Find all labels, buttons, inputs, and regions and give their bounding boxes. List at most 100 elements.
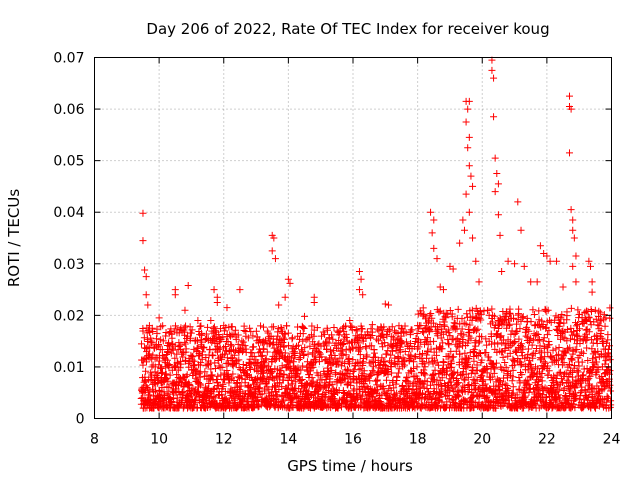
roti-point xyxy=(391,354,399,362)
roti-point xyxy=(454,391,462,399)
roti-point xyxy=(155,357,163,365)
roti-point xyxy=(560,359,568,367)
roti-point xyxy=(477,310,485,318)
roti-point xyxy=(144,343,152,351)
roti-point xyxy=(349,356,357,364)
roti-point xyxy=(200,343,208,351)
roti-point xyxy=(428,314,436,322)
roti-point xyxy=(378,383,386,391)
roti-point xyxy=(578,314,586,322)
roti-point xyxy=(456,320,464,328)
roti-point xyxy=(246,324,254,332)
roti-point xyxy=(359,291,367,299)
roti-point xyxy=(390,359,398,367)
roti-point xyxy=(474,325,482,333)
roti-point xyxy=(402,338,410,346)
roti-point xyxy=(433,255,441,263)
roti-point xyxy=(380,323,388,331)
roti-point xyxy=(593,358,601,366)
roti-point xyxy=(551,316,559,324)
roti-point xyxy=(529,306,537,314)
roti-point xyxy=(213,298,221,306)
roti-point xyxy=(487,333,495,341)
roti-point xyxy=(303,358,311,366)
roti-point xyxy=(555,385,563,393)
roti-point xyxy=(421,371,429,379)
roti-point xyxy=(549,401,557,409)
roti-point xyxy=(239,348,247,356)
roti-point xyxy=(520,262,528,270)
roti-point xyxy=(154,369,162,377)
roti-point xyxy=(485,353,493,361)
roti-point xyxy=(488,305,496,313)
roti-point xyxy=(193,337,201,345)
roti-point xyxy=(465,97,473,105)
roti-point xyxy=(204,323,212,331)
roti-point xyxy=(220,327,228,335)
roti-point xyxy=(419,350,427,358)
roti-point xyxy=(571,336,579,344)
roti-point xyxy=(488,373,496,381)
roti-point xyxy=(491,339,499,347)
roti-point xyxy=(515,335,523,343)
roti-point xyxy=(588,288,596,296)
roti-point xyxy=(270,234,278,242)
roti-point xyxy=(258,351,266,359)
roti-point xyxy=(533,278,541,286)
roti-point xyxy=(327,346,335,354)
roti-point xyxy=(563,337,571,345)
roti-point xyxy=(467,172,475,180)
roti-point xyxy=(267,369,275,377)
roti-point xyxy=(324,368,332,376)
roti-point xyxy=(247,373,255,381)
roti-point xyxy=(449,265,457,273)
roti-point xyxy=(510,357,518,365)
roti-point xyxy=(424,347,432,355)
roti-point xyxy=(355,286,363,294)
roti-point xyxy=(237,372,245,380)
roti-point xyxy=(177,360,185,368)
roti-point xyxy=(261,361,269,369)
roti-point xyxy=(606,356,614,364)
roti-point xyxy=(280,371,288,379)
roti-point xyxy=(476,314,484,322)
roti-point xyxy=(332,369,340,377)
roti-point xyxy=(346,317,354,325)
roti-point xyxy=(255,349,263,357)
roti-point xyxy=(443,367,451,375)
roti-point xyxy=(559,379,567,387)
roti-point xyxy=(469,391,477,399)
roti-point xyxy=(356,345,364,353)
roti-point xyxy=(260,363,268,371)
roti-point xyxy=(368,358,376,366)
roti-point xyxy=(198,348,206,356)
roti-point xyxy=(175,343,183,351)
roti-point xyxy=(464,339,472,347)
roti-point xyxy=(442,371,450,379)
roti-point xyxy=(286,279,294,287)
roti-point xyxy=(544,306,552,314)
roti-point xyxy=(421,363,429,371)
roti-point xyxy=(495,325,503,333)
roti-point xyxy=(459,216,467,224)
roti-point xyxy=(323,324,331,332)
roti-point xyxy=(223,367,231,375)
roti-point xyxy=(402,329,410,337)
roti-point xyxy=(572,278,580,286)
roti-point xyxy=(239,338,247,346)
roti-point xyxy=(503,382,511,390)
roti-point xyxy=(298,376,306,384)
roti-point xyxy=(584,376,592,384)
y-tick-label: 0.03 xyxy=(53,257,84,273)
roti-point xyxy=(555,343,563,351)
roti-point xyxy=(506,320,514,328)
roti-point xyxy=(502,312,510,320)
grid-lines xyxy=(94,57,612,419)
roti-point xyxy=(142,382,150,390)
roti-point xyxy=(137,340,145,348)
roti-point xyxy=(395,365,403,373)
roti-point xyxy=(495,377,503,385)
roti-point xyxy=(339,387,347,395)
roti-point xyxy=(606,367,614,375)
